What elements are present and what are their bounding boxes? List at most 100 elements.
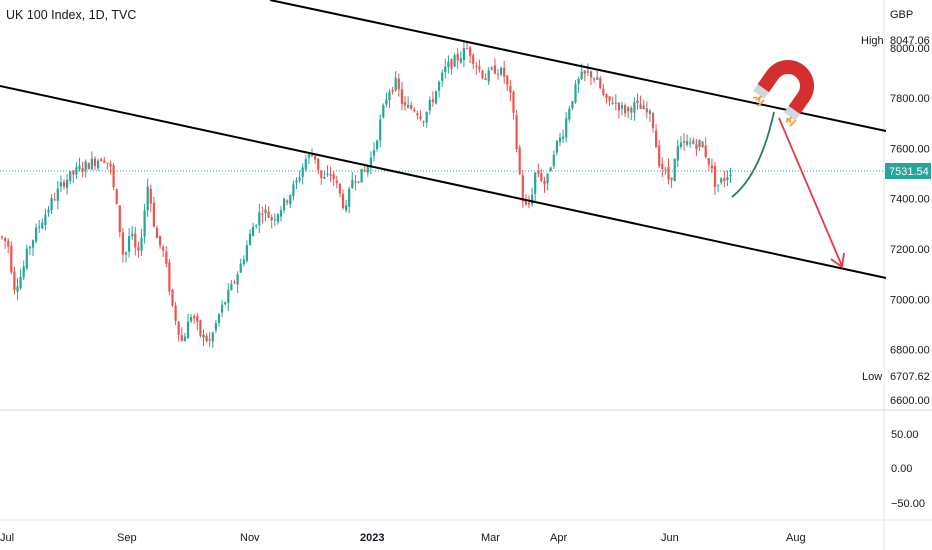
candle-body (531, 195, 534, 205)
currency-label[interactable]: GBP (890, 9, 914, 21)
indicator-tick-label: 0.00 (891, 463, 912, 475)
candle-body (174, 305, 177, 321)
candle-body (627, 107, 630, 112)
candle-body (434, 91, 438, 104)
chart-title[interactable]: UK 100 Index, 1D, TVC (6, 8, 137, 22)
candle-body (28, 246, 31, 249)
indicator-tick-label: −50.00 (891, 498, 925, 510)
candle-body (56, 188, 59, 201)
candle-body (664, 168, 667, 170)
candle-body (81, 167, 84, 172)
candle-body (695, 144, 698, 149)
candle-body (376, 140, 379, 149)
candle-body (676, 146, 679, 161)
indicator-axis[interactable]: 50.00 0.00 −50.00 (891, 429, 925, 510)
candle-body (661, 163, 664, 169)
candle-body (245, 245, 248, 261)
time-axis[interactable]: Jul Sep Nov 2023 Mar Apr Jun Aug (0, 532, 806, 544)
candle-body (493, 65, 496, 74)
candle-body (180, 335, 183, 341)
candle-body (214, 323, 217, 331)
candle-body (121, 232, 124, 255)
candle-body (614, 102, 617, 104)
candle-body (320, 170, 323, 179)
candle-body (608, 96, 611, 101)
candle-body (0, 236, 4, 238)
magnet-spark-right (785, 116, 797, 127)
candle-body (605, 94, 608, 99)
candle-body (193, 315, 196, 319)
candle-body (562, 136, 565, 139)
candle-body (518, 147, 521, 174)
candle-body (314, 155, 317, 160)
candle-body (403, 102, 407, 106)
candle-body (580, 71, 583, 80)
current-price-value: 7531.54 (889, 166, 929, 178)
candle-body (469, 47, 472, 56)
lower-channel-line[interactable] (0, 85, 887, 279)
candle-body (503, 67, 506, 78)
candle-body (431, 99, 434, 103)
price-axis[interactable]: 8000.00 7800.00 7600.00 7400.00 7200.00 7000.… (890, 43, 930, 407)
candle-body (419, 116, 422, 120)
candle-body (624, 105, 627, 114)
candle-body (577, 78, 580, 85)
current-price-badge: 7531.54 (885, 163, 931, 179)
candle-body (295, 180, 298, 183)
candle-body (16, 286, 19, 292)
candle-body (450, 59, 453, 69)
candle-body (686, 141, 689, 145)
candle-body (552, 154, 555, 167)
high-label: High (861, 35, 884, 47)
candle-body (326, 173, 329, 175)
candle-body (159, 236, 162, 246)
high-badge: High 8047.06 (858, 33, 930, 48)
candle-body (620, 105, 624, 109)
candle-body (568, 108, 571, 120)
candle-body (283, 198, 286, 211)
candle-body (227, 289, 230, 303)
candle-body (69, 171, 72, 182)
magnet-icon (752, 60, 814, 123)
candle-body (369, 157, 372, 168)
price-tick-label: 7000.00 (890, 294, 930, 306)
candle-body (400, 89, 403, 104)
candle-body (168, 262, 171, 292)
candle-body (571, 101, 574, 109)
candle-body (428, 99, 431, 111)
candle-body (109, 163, 112, 167)
candle-body (35, 227, 38, 242)
candle-body (717, 184, 720, 186)
projection-curve-up[interactable] (731, 111, 775, 198)
candle-body (87, 163, 90, 170)
candle-body (549, 167, 552, 172)
candle-body (335, 180, 338, 184)
candle-body (382, 105, 385, 118)
candle-body (270, 216, 273, 220)
candle-body (441, 72, 444, 81)
candle-body (372, 149, 376, 156)
projection-arrow-down[interactable] (778, 117, 843, 267)
candles-series (0, 40, 732, 348)
candle-body (137, 247, 140, 251)
candle-body (410, 105, 413, 109)
upper-channel-line[interactable] (269, 0, 887, 132)
candle-body (134, 233, 137, 248)
candle-body (710, 165, 713, 169)
candle-body (655, 130, 658, 148)
candle-body (630, 108, 633, 113)
candle-body (183, 336, 186, 342)
candle-body (289, 195, 292, 205)
candle-body (636, 100, 639, 104)
candle-body (658, 145, 661, 167)
candle-body (651, 113, 655, 129)
candle-body (611, 102, 614, 104)
candle-body (196, 316, 199, 322)
candle-body (106, 162, 109, 164)
candle-body (202, 334, 205, 338)
price-tick-label: 6800.00 (890, 345, 930, 357)
candle-body (723, 178, 726, 181)
time-tick-label: Aug (786, 532, 806, 544)
